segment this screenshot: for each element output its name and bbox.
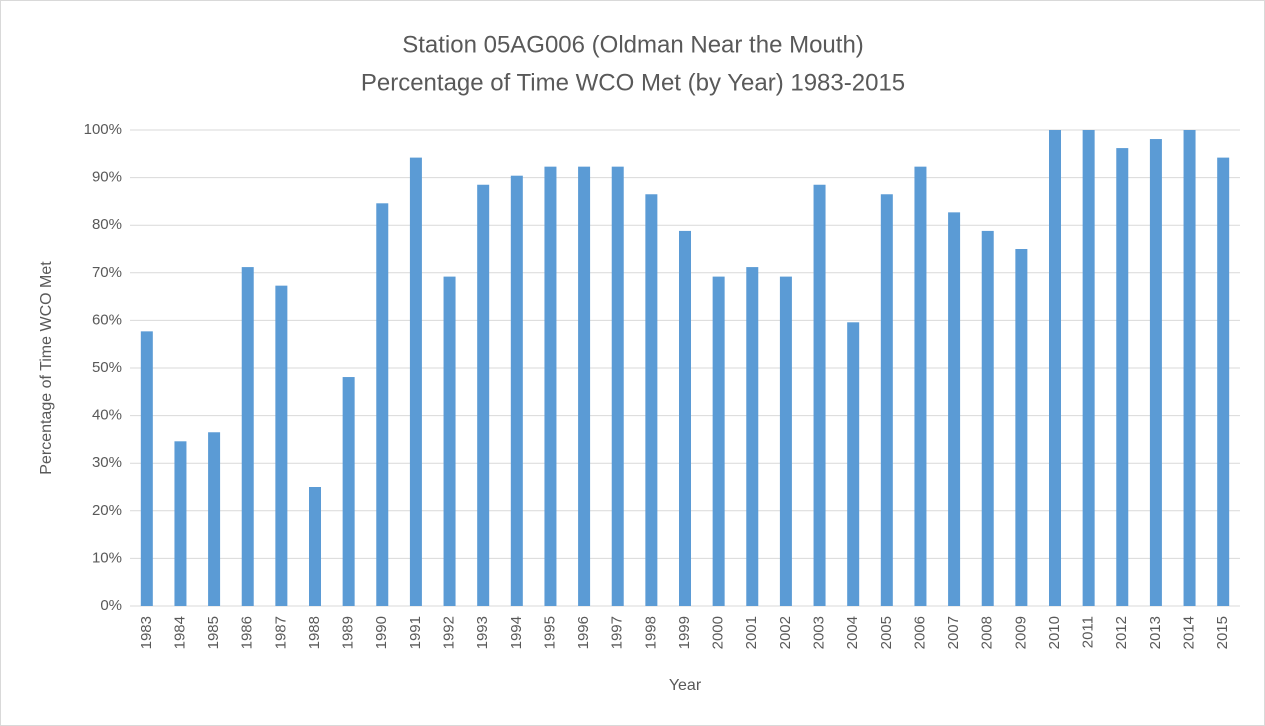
bar <box>1015 249 1028 606</box>
bar <box>140 331 153 606</box>
bar <box>981 230 994 607</box>
x-tick-label: 1993 <box>474 616 491 649</box>
x-tick-label: 1987 <box>272 616 289 649</box>
bar <box>275 285 288 606</box>
x-tick-label: 2007 <box>945 616 962 649</box>
bar <box>443 276 456 606</box>
x-tick-label: 1996 <box>575 616 592 649</box>
bar <box>948 212 961 606</box>
y-tick-label: 80% <box>92 216 122 233</box>
x-tick-label: 2013 <box>1147 616 1164 649</box>
y-tick-label: 100% <box>84 121 122 138</box>
x-tick-label: 2014 <box>1181 616 1198 649</box>
chart-title: Station 05AG006 (Oldman Near the Mouth) <box>402 31 864 58</box>
bar <box>309 487 321 606</box>
bar <box>611 166 624 607</box>
x-tick-label: 2006 <box>911 616 928 649</box>
x-tick-label: 1994 <box>508 616 525 649</box>
x-tick-label: 1984 <box>171 616 188 649</box>
x-tick-label: 1988 <box>306 616 323 649</box>
x-tick-label: 2003 <box>811 616 828 649</box>
x-tick-label: 2001 <box>743 616 760 649</box>
bar <box>1049 130 1061 606</box>
x-axis-label: Year <box>669 677 702 694</box>
x-tick-label: 2012 <box>1113 616 1130 649</box>
bar <box>1116 148 1129 606</box>
x-tick-label: 1999 <box>676 616 693 649</box>
x-tick-label: 1990 <box>373 616 390 649</box>
bar <box>510 175 523 607</box>
x-tick-label: 1997 <box>609 616 626 649</box>
bar <box>409 157 422 606</box>
x-tick-label: 2008 <box>979 616 996 649</box>
x-tick-label: 2009 <box>1012 616 1029 649</box>
x-tick-label: 1986 <box>239 616 256 649</box>
x-tick-label: 1983 <box>138 616 155 649</box>
bar <box>208 432 221 606</box>
x-tick-label: 2005 <box>878 616 895 649</box>
y-axis-label: Percentage of Time WCO Met <box>38 261 55 475</box>
y-tick-label: 90% <box>92 169 122 186</box>
bar <box>746 267 759 606</box>
bar <box>1183 130 1196 606</box>
bar <box>544 166 557 607</box>
x-tick-label: 2004 <box>844 616 861 649</box>
chart-subtitle: Percentage of Time WCO Met (by Year) 198… <box>361 69 905 96</box>
bar <box>914 166 927 607</box>
bar <box>880 194 893 606</box>
bar <box>342 377 355 606</box>
bar <box>1217 157 1230 606</box>
bar <box>847 322 860 606</box>
y-tick-label: 70% <box>92 264 122 281</box>
x-tick-label: 1991 <box>407 616 424 649</box>
bar <box>1149 139 1162 606</box>
y-tick-label: 10% <box>92 549 122 566</box>
x-tick-label: 2015 <box>1214 616 1231 649</box>
x-tick-label: 1992 <box>441 616 458 649</box>
bar <box>241 267 254 606</box>
bar <box>1082 130 1095 606</box>
x-tick-label: 2000 <box>710 616 727 649</box>
bar <box>712 276 725 606</box>
x-tick-label: 1985 <box>205 616 222 649</box>
x-tick-label: 2002 <box>777 616 794 649</box>
x-tick-label: 1995 <box>541 616 558 649</box>
y-tick-label: 60% <box>92 311 122 328</box>
bar <box>813 184 826 607</box>
x-tick-label: 2011 <box>1080 616 1097 648</box>
bar <box>174 441 187 606</box>
y-tick-label: 0% <box>100 597 122 614</box>
y-tick-label: 40% <box>92 407 122 424</box>
bar <box>679 230 691 607</box>
bar <box>779 276 792 606</box>
y-tick-label: 30% <box>92 454 122 471</box>
x-tick-label: 1989 <box>340 616 357 649</box>
bar <box>578 166 591 607</box>
x-tick-label: 1998 <box>642 616 659 649</box>
y-tick-label: 50% <box>92 359 122 376</box>
bar <box>376 203 389 606</box>
bar <box>477 184 490 607</box>
y-tick-label: 20% <box>92 502 122 519</box>
bar <box>645 194 658 606</box>
x-tick-label: 2010 <box>1046 616 1063 649</box>
